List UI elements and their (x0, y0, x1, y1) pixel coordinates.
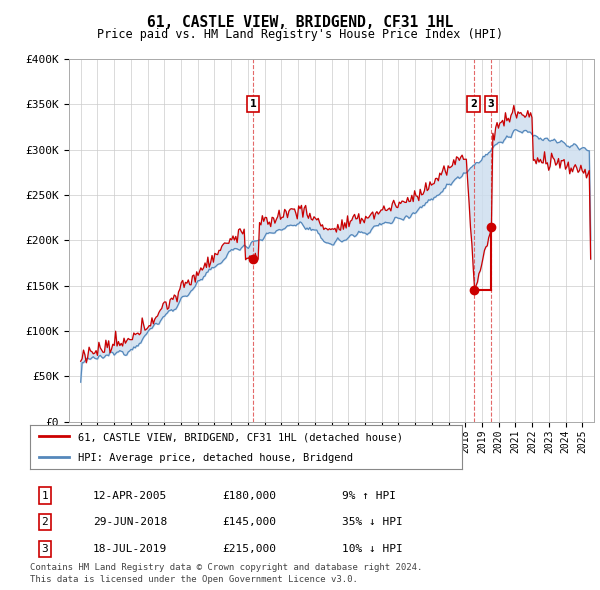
Text: Contains HM Land Registry data © Crown copyright and database right 2024.: Contains HM Land Registry data © Crown c… (30, 563, 422, 572)
Text: 61, CASTLE VIEW, BRIDGEND, CF31 1HL (detached house): 61, CASTLE VIEW, BRIDGEND, CF31 1HL (det… (77, 432, 403, 442)
Text: HPI: Average price, detached house, Bridgend: HPI: Average price, detached house, Brid… (77, 453, 353, 463)
Text: 29-JUN-2018: 29-JUN-2018 (93, 517, 167, 527)
Text: 61, CASTLE VIEW, BRIDGEND, CF31 1HL: 61, CASTLE VIEW, BRIDGEND, CF31 1HL (147, 15, 453, 30)
Text: 18-JUL-2019: 18-JUL-2019 (93, 544, 167, 553)
Text: 12-APR-2005: 12-APR-2005 (93, 491, 167, 500)
Text: 3: 3 (488, 99, 494, 109)
Text: 10% ↓ HPI: 10% ↓ HPI (342, 544, 403, 553)
Text: Price paid vs. HM Land Registry's House Price Index (HPI): Price paid vs. HM Land Registry's House … (97, 28, 503, 41)
Text: 1: 1 (41, 491, 49, 500)
Text: 3: 3 (41, 544, 49, 553)
Text: 35% ↓ HPI: 35% ↓ HPI (342, 517, 403, 527)
Text: This data is licensed under the Open Government Licence v3.0.: This data is licensed under the Open Gov… (30, 575, 358, 584)
Text: 2: 2 (41, 517, 49, 527)
Text: 2: 2 (470, 99, 477, 109)
Text: £215,000: £215,000 (222, 544, 276, 553)
Text: 1: 1 (250, 99, 256, 109)
Text: £180,000: £180,000 (222, 491, 276, 500)
Text: £145,000: £145,000 (222, 517, 276, 527)
Text: 9% ↑ HPI: 9% ↑ HPI (342, 491, 396, 500)
